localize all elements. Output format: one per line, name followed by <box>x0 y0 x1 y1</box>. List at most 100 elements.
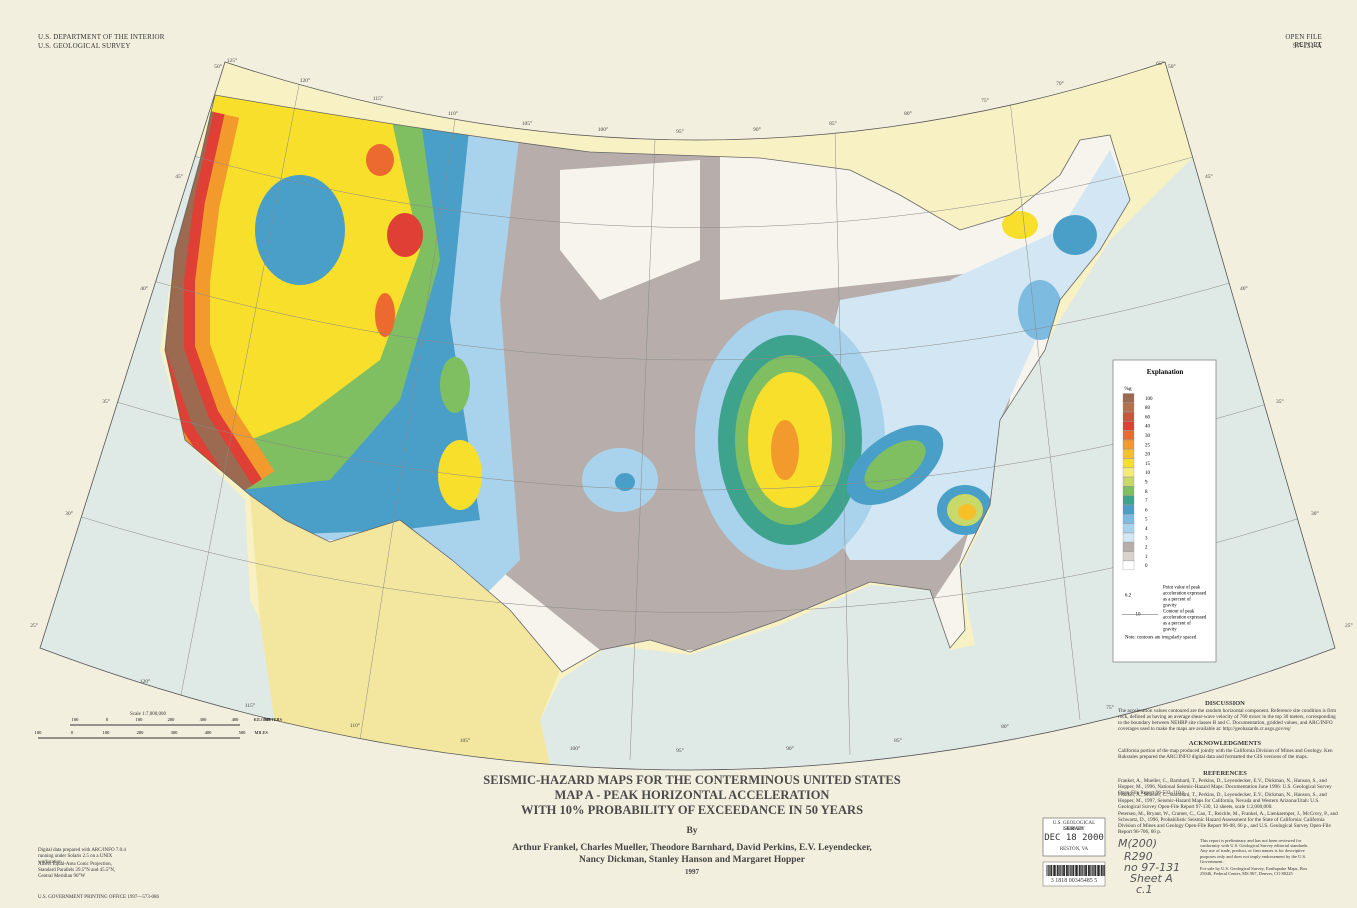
reference: Frankel, A., Mueller, C., Barnhard, T., … <box>1118 778 1332 796</box>
legend-label: 60 <box>1145 415 1151 420</box>
legend-label: 20 <box>1145 453 1151 458</box>
latitude-label: 40° <box>1240 285 1248 292</box>
point-sample: 6.2 <box>1125 594 1132 599</box>
ack-heading: ACKNOWLEDGMENTS <box>1188 740 1262 747</box>
legend-label: 25 <box>1145 443 1151 448</box>
reference: Frankel, A., Mueller, C., Barnhard, T., … <box>1118 792 1327 810</box>
scale-mi-tick: 100 <box>35 730 43 735</box>
scale-mi-tick: 200 <box>137 730 145 735</box>
longitude-label: 85° <box>894 737 902 744</box>
zone-15 <box>1002 211 1038 239</box>
title-line: MAP A - PEAK HORIZONTAL ACCELERATION <box>554 788 830 802</box>
legend-swatch <box>1122 458 1135 468</box>
handwriting: M(200) <box>1118 837 1158 850</box>
scale-km-tick: 300 <box>200 717 208 722</box>
point-text: Point value of peak acceleration expresse… <box>1163 586 1207 609</box>
zone-3 <box>950 150 1130 300</box>
meridian <box>179 79 301 701</box>
ack-text: California portion of the map produced j… <box>1118 748 1333 760</box>
discussion-heading: DISCUSSION <box>1205 700 1245 707</box>
latitude-label: 30° <box>65 510 73 517</box>
zone-6 <box>615 473 635 491</box>
legend-unit: %g <box>1124 386 1132 392</box>
digital-note: Digital data prepared with ARC/INFO 7.0.… <box>38 848 126 865</box>
scale-km-tick: 500 <box>264 717 272 722</box>
title-line: SEISMIC-HAZARD MAPS FOR THE CONTERMINOUS… <box>483 773 901 787</box>
scale-mi-unit: MILES <box>255 730 269 735</box>
legend-swatch <box>1122 449 1135 459</box>
legend-swatch <box>1122 560 1135 571</box>
discussion-text: The acceleration values contoured are th… <box>1118 708 1337 732</box>
legend-swatch <box>1122 393 1135 403</box>
legend-label: 9 <box>1145 481 1148 486</box>
longitude-label: 110° <box>448 110 458 117</box>
handwriting: R290 <box>1124 850 1153 863</box>
scale-km-tick: 400 <box>232 717 240 722</box>
barcode-bars <box>1046 865 1105 876</box>
zone-5 <box>1018 280 1062 340</box>
title-line: WITH 10% PROBABILITY OF EXCEEDANCE IN 50… <box>520 803 864 817</box>
legend-swatch <box>1122 411 1135 422</box>
scale-mi-tick: 0 <box>71 730 74 735</box>
legend-label: 15 <box>1145 462 1151 467</box>
survey: U.S. GEOLOGICAL SURVEY <box>38 42 131 50</box>
longitude-label: 115° <box>373 95 383 102</box>
longitude-label: 75° <box>1106 704 1114 711</box>
zone-1 <box>560 160 700 300</box>
legend-swatch <box>1122 477 1135 487</box>
scale-mi-tick: 500 <box>239 730 247 735</box>
legend-swatch <box>1122 523 1135 533</box>
by: By <box>686 826 698 836</box>
sale: For sale by U.S. Geological Survey, Eart… <box>1200 866 1308 877</box>
latitude-label: 25° <box>1345 622 1353 629</box>
legend-swatch <box>1122 551 1135 561</box>
stamp-text: RESTON, VA <box>1059 847 1089 852</box>
longitude-label: 95° <box>676 747 684 754</box>
scale-mi-tick: 400 <box>205 730 213 735</box>
handwriting: no 97-131 <box>1124 861 1181 874</box>
legend-label: 4 <box>1145 527 1148 532</box>
longitude-label: 100° <box>570 745 580 752</box>
zone-20 <box>958 504 976 520</box>
barcode-number: 3 1818 00345485 5 <box>1050 878 1098 884</box>
parallel <box>189 154 1201 228</box>
legend-label: 30 <box>1145 434 1151 439</box>
longitude-label: 70° <box>1056 80 1064 87</box>
scale-km-unit: KILOMETERS <box>254 717 283 722</box>
legend-note: Note: contours are irregularly spaced <box>1125 636 1197 641</box>
longitude-label: 90° <box>786 745 794 752</box>
latitude-label: 45° <box>175 173 183 180</box>
contour-sample: 10 <box>1136 613 1142 618</box>
longitude-label: 85° <box>829 120 837 127</box>
scale-km-tick: 100 <box>72 717 80 722</box>
legend-label: 5 <box>1145 518 1148 523</box>
legend-label: 0 <box>1145 564 1148 569</box>
agency: U.S. DEPARTMENT OF THE INTERIOR <box>38 33 165 41</box>
longitude-label: 115° <box>245 702 255 709</box>
map-frame <box>39 61 1336 771</box>
scale-km-tick: 200 <box>168 717 176 722</box>
legend-swatch <box>1122 532 1135 543</box>
legend-swatch <box>1122 467 1135 478</box>
hazard-zones <box>165 95 1130 672</box>
longitude-label: 120° <box>300 77 310 84</box>
meridian <box>1009 99 1081 721</box>
report: OPEN FILE REPORT <box>1285 33 1322 50</box>
library-stamp <box>1042 817 1106 857</box>
scale-label: Scale 1:7,000,000 <box>130 712 166 717</box>
legend-label: 2 <box>1145 546 1148 551</box>
legend-swatch <box>1122 430 1135 440</box>
legend-swatch <box>1122 486 1135 496</box>
handwriting: Sheet A <box>1130 872 1173 885</box>
legend-label: 3 <box>1145 536 1148 541</box>
legend-label: 8 <box>1145 490 1148 495</box>
printing-note: U.S. GOVERNMENT PRINTING OFFICE 1997—573… <box>38 895 160 900</box>
latitude-label: 45° <box>1205 173 1213 180</box>
meridian <box>834 129 851 756</box>
stamp-date: DEC 18 2000 <box>1044 833 1104 843</box>
longitude-label: 100° <box>598 126 608 133</box>
zone-25 <box>771 420 799 480</box>
longitude-label: 125° <box>227 57 237 64</box>
